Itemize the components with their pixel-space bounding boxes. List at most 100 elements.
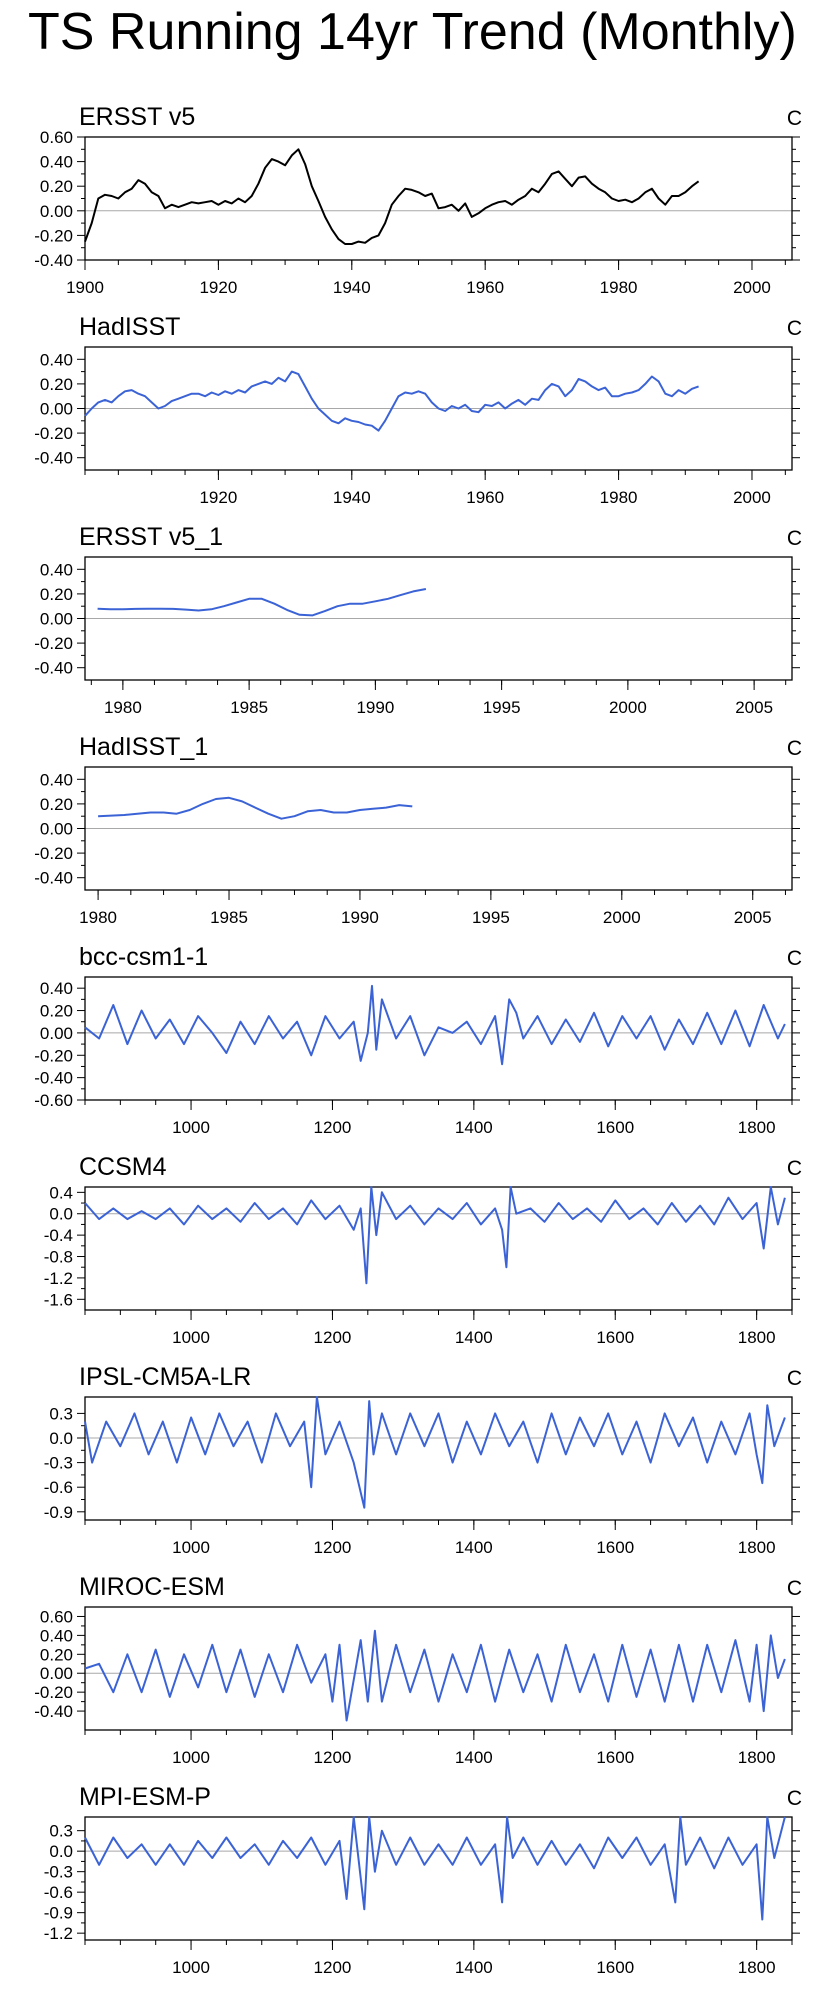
y-tick-label: 0.4: [49, 1183, 73, 1202]
x-tick-label: 2005: [735, 698, 773, 717]
plot-frame: [84, 1186, 793, 1311]
y-tick-label: -0.20: [34, 1683, 73, 1702]
x-tick-label: 1980: [79, 908, 117, 927]
series-line: [97, 588, 427, 617]
y-tick-label: 0.40: [40, 350, 73, 369]
x-tick-label: 1800: [738, 1958, 776, 1977]
x-tick-label: 1800: [738, 1328, 776, 1347]
panel-title: ERSST v5_1: [79, 523, 223, 551]
panel-unit: C: [787, 1367, 802, 1390]
x-tick-label: 1000: [172, 1958, 210, 1977]
x-tick-label: 2000: [609, 698, 647, 717]
x-tick-label: 1985: [230, 698, 268, 717]
x-tick-label: 1995: [472, 908, 510, 927]
panel-title: ERSST v5: [79, 103, 195, 131]
y-tick-label: 0.20: [40, 585, 73, 604]
y-tick-label: 0.00: [40, 820, 73, 839]
panel-unit: C: [787, 107, 802, 130]
x-tick-label: 1200: [314, 1118, 352, 1137]
y-tick-label: -0.3: [44, 1454, 73, 1473]
y-tick-label: 0.40: [40, 1626, 73, 1645]
panel-unit: C: [787, 527, 802, 550]
panel-unit: C: [787, 317, 802, 340]
x-tick-label: 1600: [596, 1748, 634, 1767]
y-tick-label: 0.20: [40, 1645, 73, 1664]
x-tick-label: 1400: [455, 1118, 493, 1137]
y-tick-label: 0.40: [40, 979, 73, 998]
x-tick-label: 2005: [734, 908, 772, 927]
x-tick-label: 1200: [314, 1328, 352, 1347]
x-tick-label: 1200: [314, 1538, 352, 1557]
y-tick-label: -0.40: [34, 659, 73, 678]
x-tick-label: 2000: [733, 488, 771, 507]
y-tick-label: -0.9: [44, 1904, 73, 1923]
series-line: [98, 796, 413, 820]
x-tick-label: 1600: [596, 1328, 634, 1347]
x-tick-label: 1600: [596, 1118, 634, 1137]
y-tick-label: -0.6: [44, 1883, 73, 1902]
x-tick-label: 1600: [596, 1958, 634, 1977]
x-tick-label: 1400: [455, 1748, 493, 1767]
x-tick-label: 1200: [314, 1748, 352, 1767]
x-tick-label: 1000: [172, 1748, 210, 1767]
y-tick-label: 0.0: [49, 1205, 73, 1224]
y-tick-label: 0.00: [40, 1024, 73, 1043]
panel-unit: C: [787, 1157, 802, 1180]
panel-title: HadISST: [79, 313, 180, 341]
y-tick-label: -0.60: [34, 1091, 73, 1110]
y-tick-label: 0.20: [40, 177, 73, 196]
y-tick-label: -0.4: [44, 1226, 73, 1245]
x-tick-label: 1920: [199, 488, 237, 507]
x-tick-label: 1980: [600, 488, 638, 507]
y-tick-label: -0.40: [34, 1702, 73, 1721]
y-tick-label: 0.60: [40, 1607, 73, 1626]
panel-unit: C: [787, 737, 802, 760]
x-tick-label: 1980: [600, 278, 638, 297]
x-tick-label: 1600: [596, 1538, 634, 1557]
y-tick-label: 0.40: [40, 560, 73, 579]
x-tick-label: 1800: [738, 1538, 776, 1557]
y-tick-label: 0.20: [40, 1002, 73, 1021]
panel-title: bcc-csm1-1: [79, 943, 208, 971]
x-tick-label: 1000: [172, 1328, 210, 1347]
plot-frame: [84, 976, 793, 1101]
y-tick-label: 0.0: [49, 1842, 73, 1861]
x-tick-label: 1200: [314, 1958, 352, 1977]
x-tick-label: 1400: [455, 1958, 493, 1977]
y-tick-label: -0.3: [44, 1863, 73, 1882]
x-tick-label: 1400: [455, 1328, 493, 1347]
x-tick-label: 1990: [356, 698, 394, 717]
y-tick-label: 0.00: [40, 400, 73, 419]
y-tick-label: -0.40: [34, 449, 73, 468]
panel-title: HadISST_1: [79, 733, 208, 761]
y-tick-label: -0.20: [34, 844, 73, 863]
x-tick-label: 1400: [455, 1538, 493, 1557]
x-tick-label: 1900: [66, 278, 104, 297]
x-tick-label: 1960: [466, 488, 504, 507]
x-tick-label: 1800: [738, 1118, 776, 1137]
y-tick-label: 0.20: [40, 795, 73, 814]
y-tick-label: 0.3: [49, 1404, 73, 1423]
panel-title: CCSM4: [79, 1153, 167, 1181]
panel-unit: C: [787, 947, 802, 970]
plot-frame: [84, 136, 793, 261]
y-tick-label: -0.40: [34, 251, 73, 270]
x-tick-label: 1995: [483, 698, 521, 717]
x-tick-label: 1980: [104, 698, 142, 717]
x-tick-label: 1000: [172, 1538, 210, 1557]
y-tick-label: 0.40: [40, 770, 73, 789]
panel-title: MIROC-ESM: [79, 1573, 225, 1601]
y-tick-label: -0.9: [44, 1503, 73, 1522]
y-tick-label: 0.00: [40, 1664, 73, 1683]
y-tick-label: 0.3: [49, 1822, 73, 1841]
y-tick-label: 0.0: [49, 1429, 73, 1448]
y-tick-label: 0.40: [40, 153, 73, 172]
y-tick-label: 0.20: [40, 375, 73, 394]
series-line: [84, 1396, 786, 1509]
y-tick-label: 0.60: [40, 128, 73, 147]
x-tick-label: 1940: [333, 488, 371, 507]
y-tick-label: 0.00: [40, 610, 73, 629]
series-line: [84, 148, 700, 245]
y-tick-label: -1.6: [44, 1290, 73, 1309]
